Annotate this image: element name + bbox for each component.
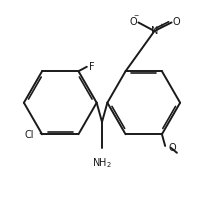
Text: Cl: Cl (25, 130, 34, 140)
Text: O: O (168, 143, 176, 153)
Text: +: + (158, 23, 164, 28)
Text: O: O (130, 18, 138, 27)
Text: F: F (89, 62, 95, 72)
Text: O: O (172, 18, 180, 27)
Text: N: N (151, 26, 158, 36)
Text: −: − (133, 13, 139, 18)
Text: NH$_2$: NH$_2$ (92, 156, 112, 170)
